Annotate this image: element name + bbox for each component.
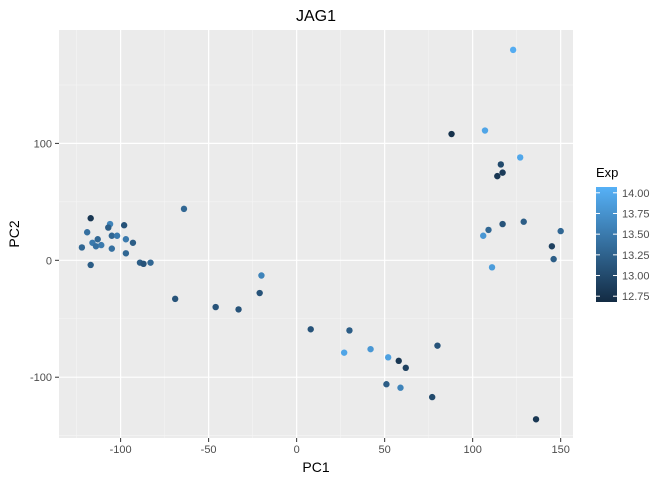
- data-point: [367, 345, 374, 353]
- data-point: [346, 327, 353, 334]
- data-point: [548, 243, 556, 250]
- data-point: [557, 227, 564, 235]
- chart-title: JAG1: [296, 8, 336, 25]
- x-tick-label: -50: [201, 444, 217, 456]
- data-point: [147, 259, 154, 266]
- data-point: [494, 172, 501, 180]
- data-point: [122, 236, 130, 243]
- x-tick-label: 0: [294, 444, 300, 456]
- x-tick-label: 100: [463, 444, 481, 456]
- data-point: [87, 261, 94, 269]
- data-points: [78, 46, 564, 423]
- data-point: [395, 357, 402, 365]
- x-axis-title: PC1: [302, 459, 329, 475]
- data-point: [78, 244, 86, 251]
- data-point: [428, 393, 436, 401]
- data-point: [129, 239, 137, 246]
- colorbar-label: 13.75: [622, 208, 650, 220]
- data-point: [171, 295, 179, 303]
- plot-panel: [59, 30, 573, 438]
- data-point: [448, 130, 455, 138]
- data-point: [383, 381, 390, 388]
- y-tick-label: -100: [30, 372, 52, 384]
- y-axis-title: PC2: [6, 220, 22, 247]
- x-tick-label: 150: [551, 444, 569, 456]
- legend-title: Exp: [596, 165, 618, 180]
- data-point: [105, 224, 112, 231]
- data-point: [87, 215, 94, 222]
- data-point: [340, 349, 348, 356]
- x-tick-label: 50: [379, 444, 391, 456]
- data-point: [384, 354, 392, 361]
- data-point: [212, 303, 219, 311]
- data-point: [497, 161, 505, 168]
- data-point: [499, 169, 506, 176]
- data-point: [108, 232, 116, 239]
- colorbar-label: 13.25: [622, 250, 650, 262]
- data-point: [94, 236, 101, 243]
- data-point: [120, 222, 128, 229]
- data-point: [499, 220, 506, 228]
- data-point: [516, 154, 524, 161]
- data-point: [520, 218, 527, 225]
- colorbar-label: 12.75: [622, 291, 650, 303]
- data-point: [258, 272, 265, 279]
- y-tick-label: 0: [46, 255, 52, 267]
- y-tick-label: 100: [34, 138, 52, 150]
- data-point: [140, 260, 147, 268]
- colorbar-label: 13.00: [622, 271, 650, 283]
- colorbar: [596, 187, 617, 302]
- data-point: [92, 243, 100, 250]
- axes: -100 -50 0 50 100 150 -100 0 100: [30, 138, 570, 456]
- data-point: [509, 46, 517, 54]
- grid-lines: [59, 30, 573, 438]
- data-point: [235, 306, 242, 313]
- colorbar-label: 14.00: [622, 188, 650, 200]
- data-point: [485, 226, 492, 234]
- data-point: [402, 364, 409, 372]
- data-point: [108, 245, 116, 252]
- data-point: [481, 127, 489, 134]
- data-point: [83, 229, 91, 236]
- data-point: [532, 416, 540, 423]
- colorbar-ticks: 14.00 13.75 13.50 13.25 13.00 12.75: [596, 188, 650, 303]
- colorbar-label: 13.50: [622, 229, 650, 241]
- data-point: [307, 326, 314, 333]
- data-point: [434, 342, 441, 349]
- data-point: [550, 255, 557, 263]
- data-point: [397, 384, 404, 391]
- data-point: [113, 232, 121, 239]
- data-point: [98, 241, 105, 249]
- x-tick-label: -100: [110, 444, 132, 456]
- data-point: [180, 205, 188, 213]
- data-point: [122, 250, 130, 257]
- data-point: [480, 232, 487, 239]
- legend: Exp 14.00 13.75 13.50 13.25 13.00 12.75: [596, 165, 650, 303]
- data-point: [488, 264, 496, 271]
- data-point: [256, 289, 263, 297]
